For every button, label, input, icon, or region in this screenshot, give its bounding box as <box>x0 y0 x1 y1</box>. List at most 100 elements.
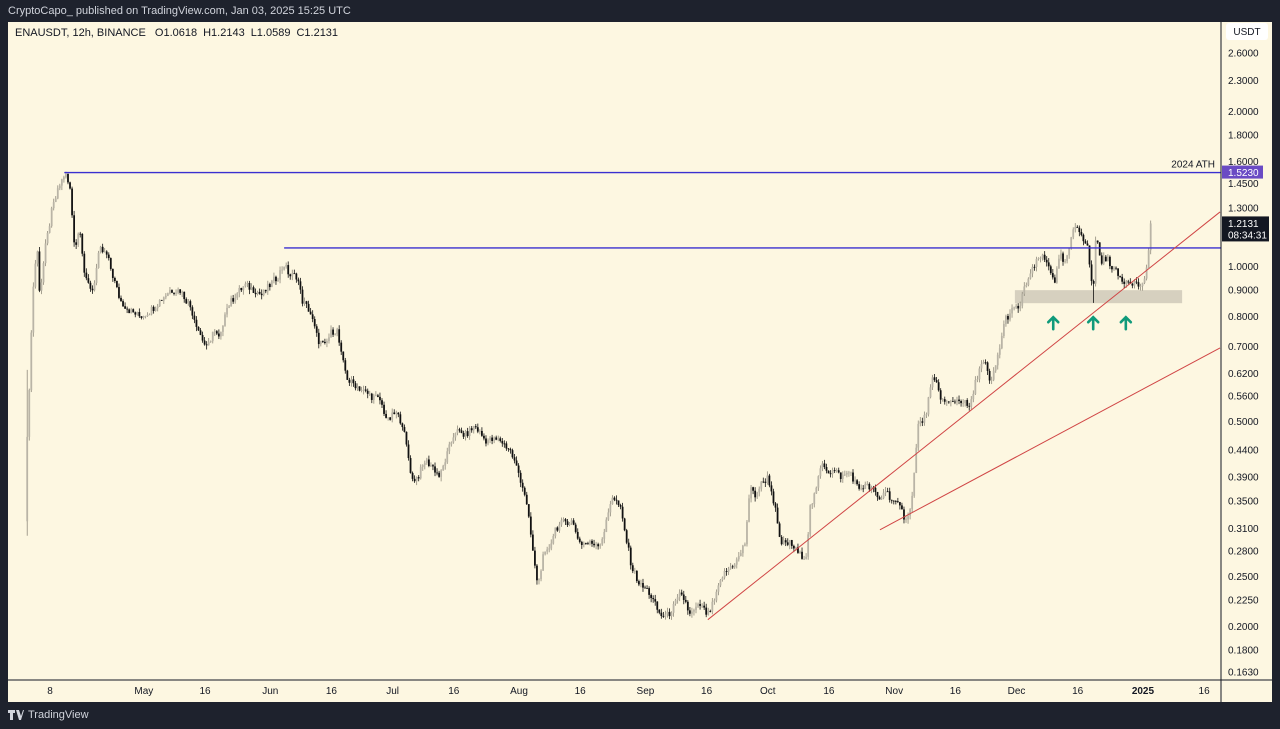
price-tick-label: 0.1630 <box>1228 668 1259 679</box>
candle-body <box>894 501 897 502</box>
candle-body <box>780 536 783 545</box>
candle-body <box>158 299 161 307</box>
candle-body <box>291 273 294 277</box>
candle-body <box>666 611 669 615</box>
candle-body <box>688 610 691 614</box>
candle-body <box>709 610 712 612</box>
currency-badge[interactable] <box>1226 23 1268 40</box>
candle-body <box>854 480 856 482</box>
candle-body <box>427 459 430 467</box>
candle-body <box>868 483 871 490</box>
candle-body <box>1015 305 1018 308</box>
candle-body <box>348 379 351 383</box>
ath-label: 2024 ATH <box>1171 160 1215 171</box>
candle-body <box>695 606 697 611</box>
candle-body <box>929 387 932 398</box>
candle-body <box>111 268 114 278</box>
candle-body <box>980 363 983 369</box>
candle-body <box>181 291 184 293</box>
candle-body <box>162 297 165 301</box>
candle-body <box>1080 232 1083 235</box>
candle-body <box>640 583 642 585</box>
chart-pane[interactable] <box>8 22 1272 702</box>
candle-body <box>478 430 481 432</box>
price-tick-label: 2.3000 <box>1228 76 1259 87</box>
time-tick-label: 16 <box>701 686 713 697</box>
candle-body <box>1125 281 1128 284</box>
candle-body <box>931 377 934 388</box>
candle-body <box>301 289 304 304</box>
candle-body <box>625 530 628 543</box>
time-tick-label: May <box>134 686 153 697</box>
price-tick-label: 0.7000 <box>1228 342 1259 353</box>
candle-body <box>1098 242 1101 256</box>
price-axis[interactable] <box>1221 22 1272 702</box>
candle-body <box>105 251 108 255</box>
price-tick-label: 2.6000 <box>1228 49 1259 60</box>
candle-body <box>701 605 704 607</box>
price-tick-label: 1.8000 <box>1228 131 1259 142</box>
candle-body <box>56 188 59 199</box>
candle-body <box>328 337 330 341</box>
candle-body <box>739 553 742 556</box>
candle-body <box>495 437 498 440</box>
candle-body <box>646 588 648 589</box>
candle-body <box>699 604 701 606</box>
candle-body <box>746 521 748 545</box>
time-tick-label: 16 <box>1199 686 1211 697</box>
candle-body <box>658 609 661 613</box>
candle-body <box>230 298 233 307</box>
candle-body <box>629 547 632 566</box>
candle-body <box>421 465 424 467</box>
candle-body <box>678 592 681 598</box>
candle-body <box>974 379 977 394</box>
candle-body <box>1045 259 1048 263</box>
candle-body <box>444 462 447 466</box>
candle-body <box>1121 276 1124 282</box>
candle-body <box>1019 305 1022 309</box>
time-tick-label: Sep <box>637 686 655 697</box>
candle-body <box>368 393 371 395</box>
candle-body <box>340 342 343 352</box>
price-tick-label: 0.5600 <box>1228 392 1259 403</box>
candle-body <box>682 594 685 600</box>
candle-body <box>474 426 477 428</box>
candle-body <box>197 326 200 331</box>
candle-body <box>697 604 699 607</box>
candle-body <box>933 377 936 381</box>
time-tick-label: Jul <box>386 686 399 697</box>
candle-body <box>144 316 147 317</box>
candle-body <box>921 421 924 423</box>
candle-body <box>680 592 683 595</box>
candle-body <box>1092 281 1095 284</box>
candle-body <box>635 570 638 582</box>
candle-body <box>591 540 593 544</box>
candle-body <box>654 599 657 602</box>
candle-body <box>42 263 45 283</box>
candle-body <box>1005 316 1007 324</box>
currency-label: USDT <box>1233 27 1260 38</box>
candle-body <box>83 253 86 273</box>
candle-body <box>1060 253 1062 259</box>
candle-body <box>468 428 471 437</box>
candle-body <box>30 332 33 391</box>
candle-body <box>207 342 210 346</box>
candle-body <box>896 501 899 503</box>
candle-body <box>564 519 567 522</box>
ohlc-low: L1.0589 <box>250 27 291 39</box>
candle-body <box>901 505 903 510</box>
price-tick-label: 0.3900 <box>1228 473 1259 484</box>
candle-body <box>287 265 290 275</box>
price-tick-label: 1.0000 <box>1228 262 1259 273</box>
candle-body <box>167 293 169 296</box>
candle-body <box>988 370 991 381</box>
candle-body <box>860 488 863 490</box>
candle-body <box>293 273 296 275</box>
candle-body <box>884 491 887 493</box>
candle-body <box>499 438 502 441</box>
time-tick-label: Dec <box>1008 686 1026 697</box>
tradingview-logo[interactable]: TradingView <box>8 709 89 721</box>
candle-body <box>289 274 292 277</box>
candle-body <box>542 554 544 571</box>
